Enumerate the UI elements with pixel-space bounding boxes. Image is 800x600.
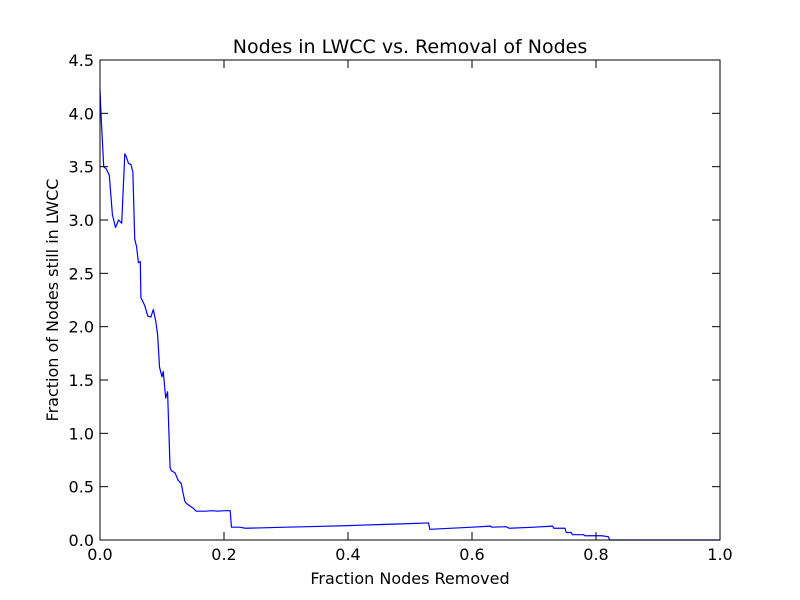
plot-area [99,59,721,541]
y-tick-label-2: 1.0 [69,424,94,443]
y-tick-label-8: 4.0 [69,104,94,123]
x-tick-label-5: 1.0 [707,545,732,564]
plot-frame [99,59,721,541]
x-tick-labels: 0.0 0.2 0.4 0.6 0.8 1.0 [87,545,732,564]
y-tick-label-5: 2.5 [69,264,94,283]
x-tick-label-1: 0.2 [211,545,236,564]
y-tick-label-4: 2.0 [69,318,94,337]
y-tick-label-7: 3.5 [69,158,94,177]
y-tick-label-1: 0.5 [69,478,94,497]
data-layer [99,89,720,541]
x-tick-label-4: 0.8 [583,545,608,564]
x-tick-label-2: 0.4 [335,545,360,564]
x-axis-label: Fraction Nodes Removed [310,569,509,588]
y-tick-labels: 0.0 0.5 1.0 1.5 2.0 2.5 3.0 3.5 4.0 4.5 [69,51,94,550]
x-tick-label-0: 0.0 [87,545,112,564]
y-tick-label-0: 0.0 [69,531,94,550]
chart-title: Nodes in LWCC vs. Removal of Nodes [233,36,588,58]
y-tick-label-6: 3.0 [69,211,94,230]
y-axis-label: Fraction of Nodes still in LWCC [43,179,62,422]
x-tick-label-3: 0.6 [459,545,484,564]
y-tick-label-3: 1.5 [69,371,94,390]
y-tick-label-9: 4.5 [69,51,94,70]
plot-background [100,60,720,540]
series-line-0 [99,89,720,541]
